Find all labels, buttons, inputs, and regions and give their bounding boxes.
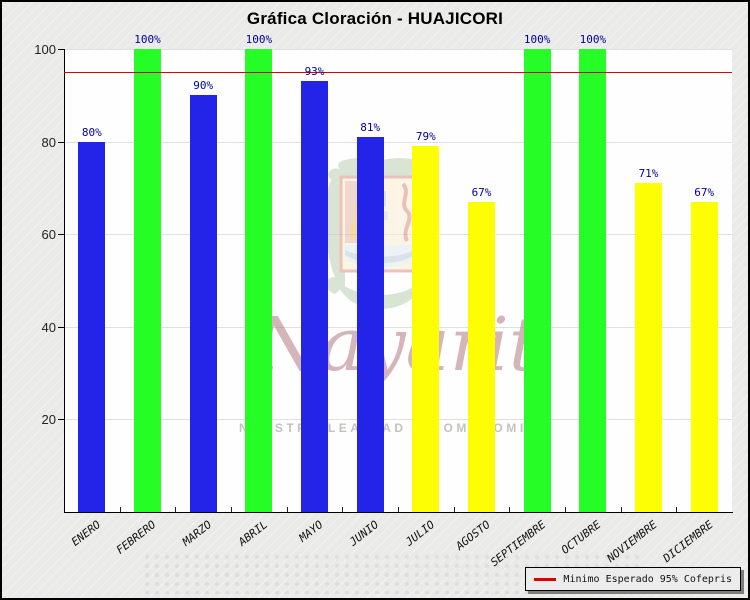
x-axis-label-mayo: MAYO <box>296 518 326 545</box>
y-axis-label-40: 40 <box>41 319 56 335</box>
y-axis-label-60: 60 <box>41 227 56 243</box>
bar-value-label-abril: 100% <box>245 33 273 46</box>
bar-septiembre <box>523 49 551 512</box>
plot-area <box>64 49 732 512</box>
bar-value-label-mayo: 93% <box>304 65 325 79</box>
chart-title: Gráfica Cloración - HUAJICORI <box>246 9 504 28</box>
y-tick-80 <box>58 141 64 143</box>
x-tick <box>175 507 177 512</box>
bar-julio <box>412 146 440 512</box>
bar-febrero <box>134 49 161 512</box>
bar-value-label-febrero: 100% <box>134 33 161 46</box>
x-tick <box>342 507 344 512</box>
y-axis-label-80: 80 <box>41 134 56 150</box>
x-axis-label-enero: ENERO <box>68 518 103 549</box>
x-tick <box>286 507 288 512</box>
x-tick <box>676 507 678 512</box>
x-tick <box>565 507 566 512</box>
x-tick <box>620 507 622 512</box>
legend-label: Minimo Esperado 95% Cofepris <box>563 573 732 585</box>
bar-junio <box>356 136 384 512</box>
bar-value-label-junio: 81% <box>360 120 381 134</box>
bar-mayo <box>301 81 328 512</box>
gridline-100 <box>64 49 732 50</box>
x-tick <box>509 507 511 512</box>
x-axis-label-junio: JUNIO <box>347 518 382 549</box>
watermark-slogan-text: NUESTRA LEALTAD Y COMPROMISO <box>238 421 551 435</box>
x-axis <box>64 512 733 513</box>
y-axis <box>64 49 65 513</box>
reference-line-95 <box>64 72 732 74</box>
bar-diciembre <box>690 201 718 512</box>
y-tick-60 <box>58 234 64 236</box>
x-axis-label-agosto: AGOSTO <box>453 518 493 553</box>
bar-octubre <box>579 49 607 512</box>
y-tick-40 <box>58 326 64 328</box>
x-tick <box>398 507 399 512</box>
bar-value-label-noviembre: 71% <box>638 167 659 181</box>
x-axis-label-diciembre: DICIEMBRE <box>660 518 716 565</box>
bar-marzo <box>189 95 217 512</box>
legend-line-sample-icon <box>534 577 557 581</box>
bar-value-label-agosto: 67% <box>471 185 492 199</box>
x-tick <box>119 507 121 512</box>
bar-value-label-julio: 79% <box>415 130 436 144</box>
x-axis-label-abril: ABRIL <box>235 518 270 549</box>
bar-value-label-marzo: 90% <box>193 79 214 93</box>
bar-enero <box>78 141 106 512</box>
bar-agosto <box>468 201 495 512</box>
bar-abril <box>245 49 273 512</box>
gridline-20 <box>64 419 732 421</box>
bar-value-label-septiembre: 100% <box>523 33 551 46</box>
y-axis-label-100: 100 <box>34 42 56 57</box>
bar-value-label-octubre: 100% <box>579 33 607 46</box>
y-axis-label-20: 20 <box>41 412 56 428</box>
legend: Minimo Esperado 95% Cofepris <box>525 567 741 591</box>
y-tick-20 <box>58 419 64 421</box>
x-axis-label-febrero: FEBRERO <box>113 518 159 557</box>
gridline-40 <box>64 326 732 328</box>
bar-noviembre <box>635 183 662 512</box>
bar-value-label-diciembre: 67% <box>694 185 715 199</box>
gridline-80 <box>64 141 732 143</box>
bar-value-label-enero: 80% <box>81 125 102 139</box>
x-tick <box>453 507 455 512</box>
x-tick <box>231 507 232 512</box>
x-axis-label-marzo: MARZO <box>180 518 215 549</box>
y-tick-100 <box>58 49 64 50</box>
x-axis-label-octubre: OCTUBRE <box>559 518 604 557</box>
x-axis-label-julio: JULIO <box>402 518 437 549</box>
